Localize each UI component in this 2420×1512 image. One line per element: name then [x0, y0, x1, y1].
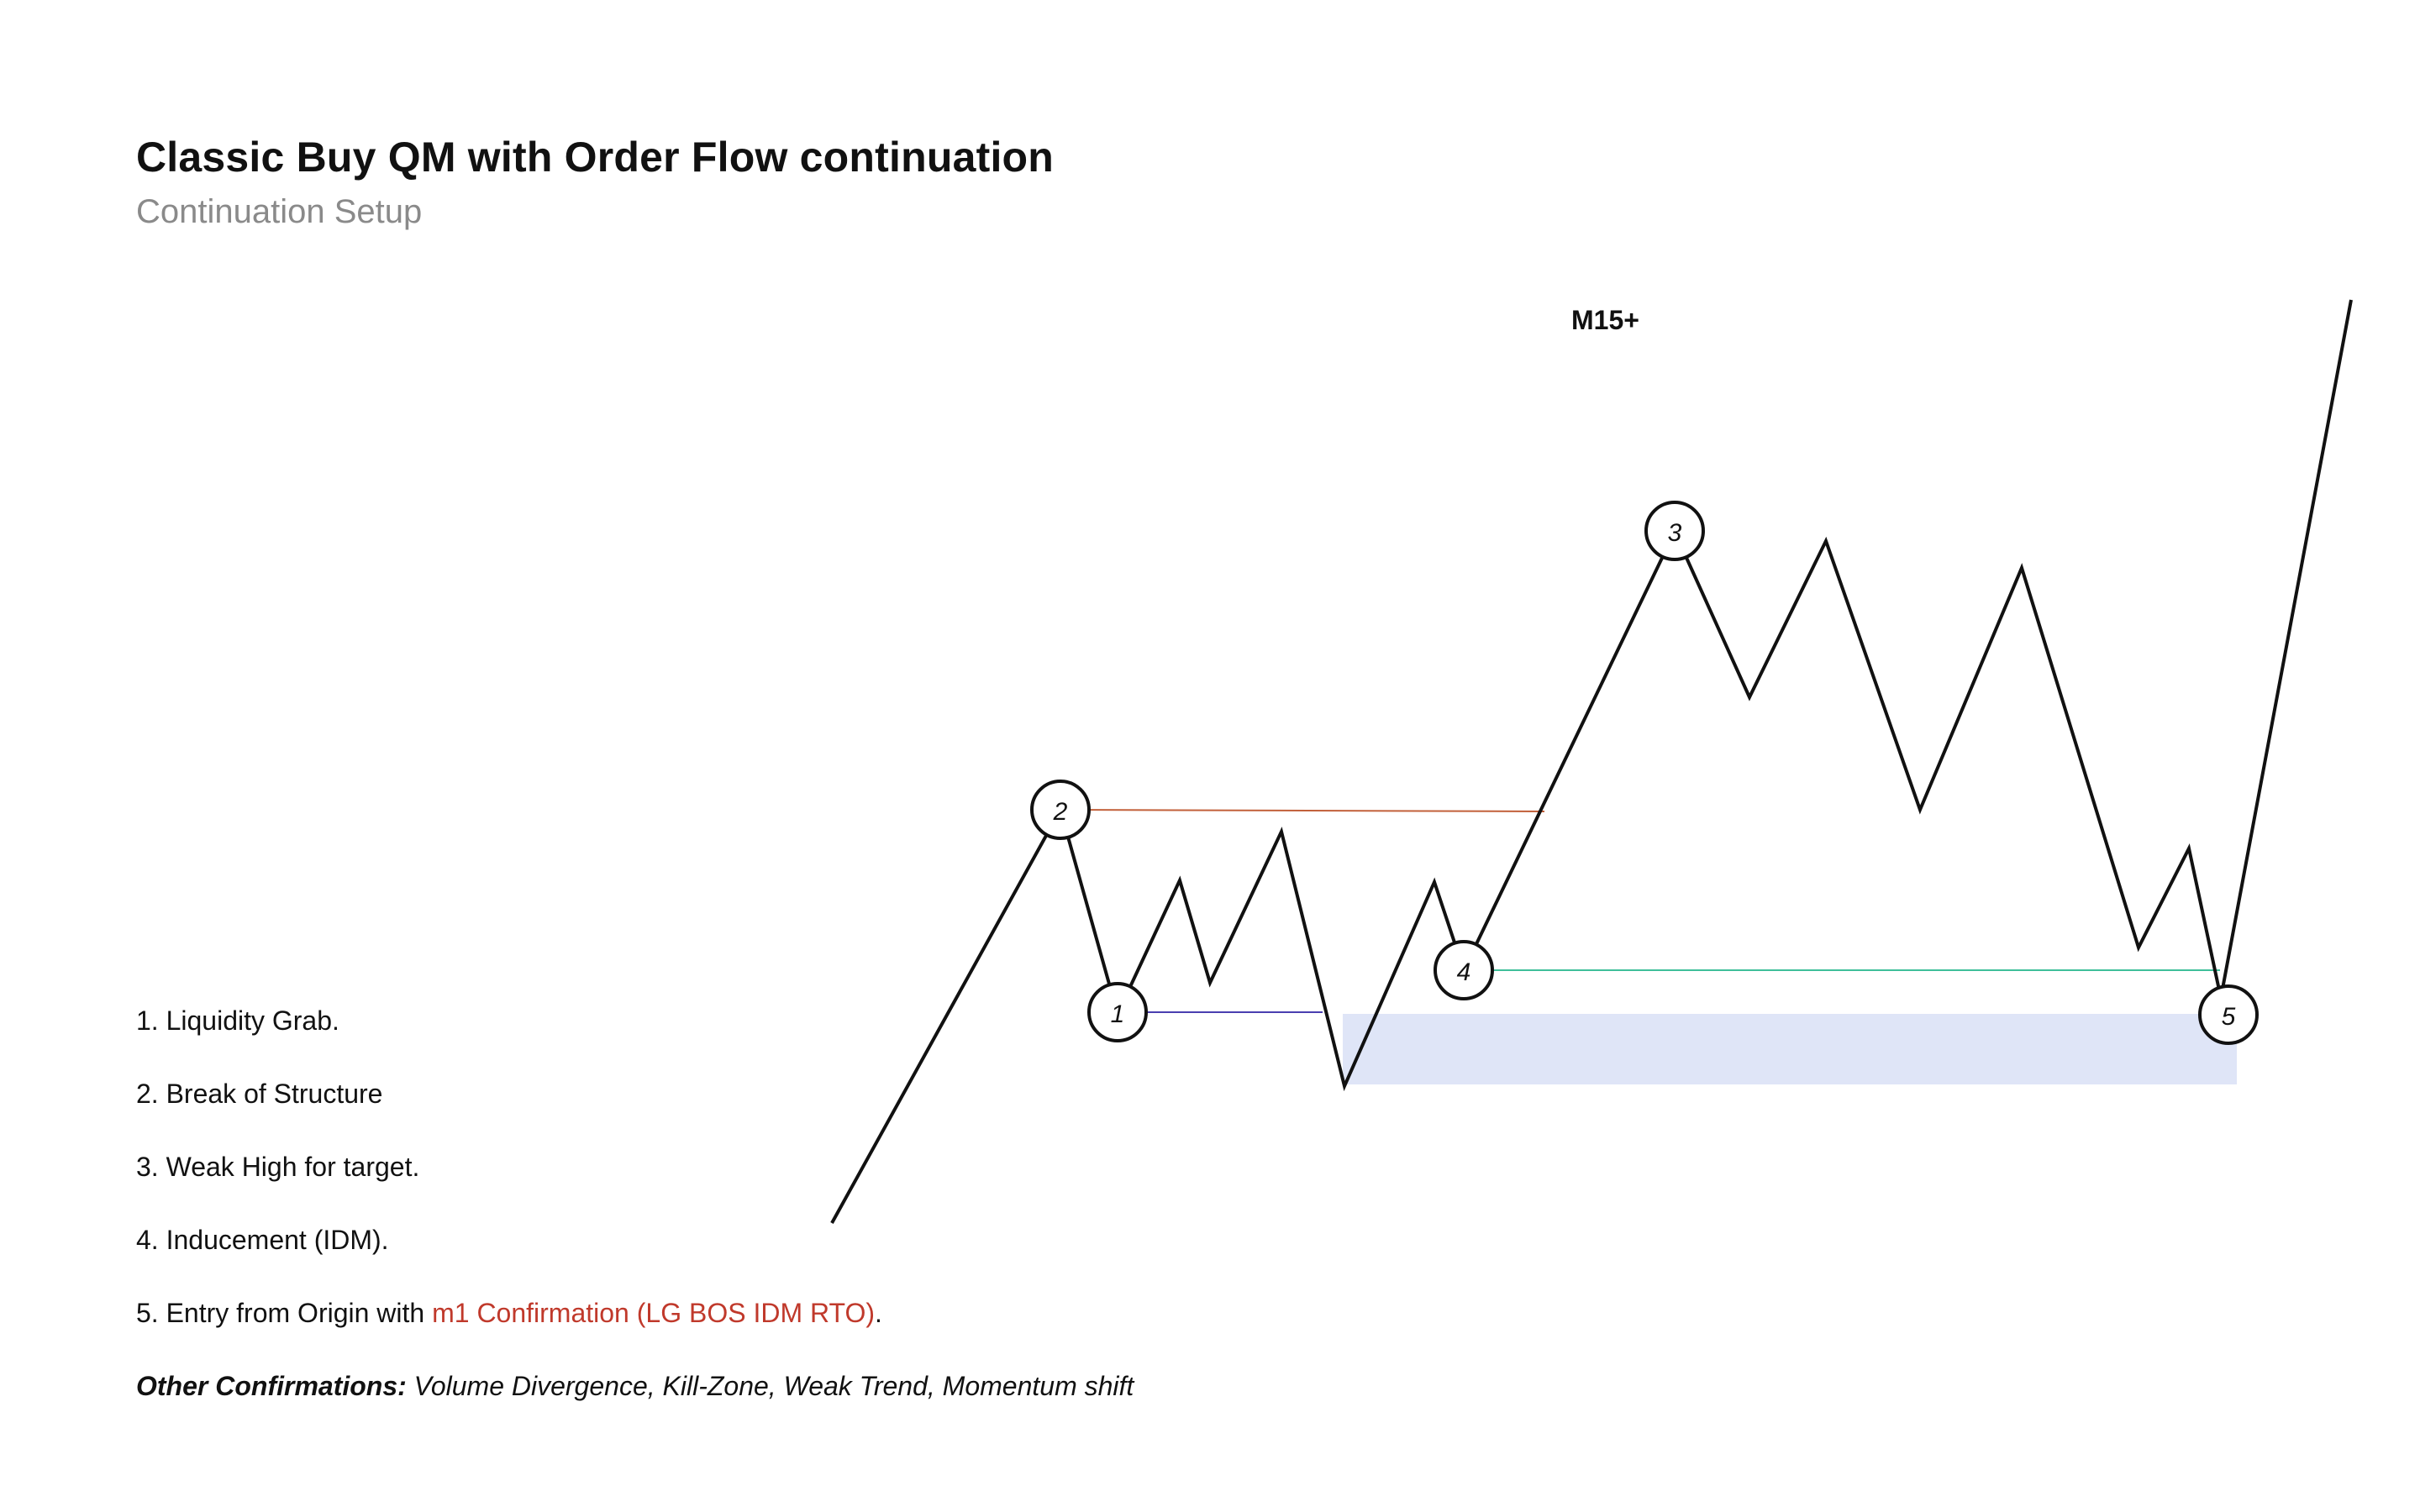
legend-item-4: 4. Inducement (IDM). — [136, 1225, 389, 1255]
marker-2: 2 — [1030, 780, 1091, 840]
marker-2-label: 2 — [1053, 798, 1068, 826]
marker-3-label: 3 — [1668, 519, 1682, 547]
page-title: Classic Buy QM with Order Flow continuat… — [136, 134, 1055, 181]
bos-level-line — [1060, 809, 1545, 812]
legend-item-2: 2. Break of Structure — [136, 1079, 383, 1109]
marker-3: 3 — [1644, 501, 1705, 561]
timeframe-label: M15+ — [1571, 305, 1639, 335]
marker-1: 1 — [1087, 982, 1148, 1042]
legend-item-1: 1. Liquidity Grab. — [136, 1005, 339, 1036]
marker-4-label: 4 — [1457, 958, 1471, 986]
entry-zone — [1343, 1014, 2237, 1084]
page-subtitle: Continuation Setup — [136, 193, 423, 230]
legend-item-5-prefix: 5. Entry from Origin with — [136, 1298, 433, 1328]
legend-item-5: 5. Entry from Origin with m1 Confirmatio… — [136, 1277, 1134, 1350]
legend-item-5-highlight: m1 Confirmation (LG BOS IDM RTO) — [432, 1298, 876, 1328]
marker-1-label: 1 — [1111, 1000, 1125, 1028]
marker-4: 4 — [1434, 940, 1494, 1000]
price-path — [830, 299, 2353, 1224]
legend-item-3: 3. Weak High for target. — [136, 1152, 420, 1182]
other-confirmations-label: Other Confirmations: — [136, 1371, 407, 1401]
marker-5-label: 5 — [2222, 1003, 2236, 1031]
other-confirmations: Other Confirmations: Volume Divergence, … — [136, 1350, 1134, 1423]
legend-item-5-suffix: . — [875, 1298, 882, 1328]
legend: 1. Liquidity Grab. 2. Break of Structure… — [136, 984, 1134, 1423]
other-confirmations-text: Volume Divergence, Kill-Zone, Weak Trend… — [406, 1371, 1134, 1401]
marker-5: 5 — [2198, 984, 2259, 1045]
